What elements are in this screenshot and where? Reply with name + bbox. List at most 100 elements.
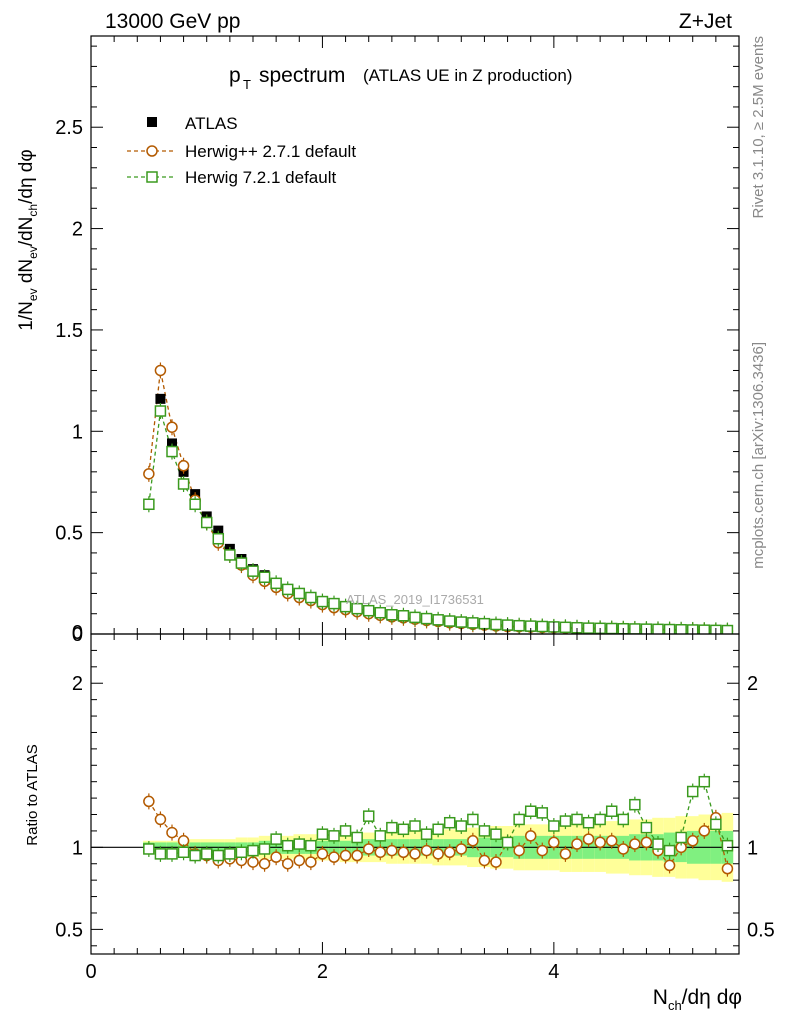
ratio-herwig7-point <box>467 813 479 826</box>
herwigpp-point <box>177 459 190 472</box>
y-tick-label-right: 2 <box>747 673 758 695</box>
herwig7-point <box>374 606 387 619</box>
herwig7-point <box>467 617 479 629</box>
herwig7-point <box>455 616 468 628</box>
legend-herwigpp: Herwig++ 2.7.1 default <box>127 142 356 161</box>
main-panel: 00.511.522.50 ATLAS_2019_I1736531 p T sp… <box>16 35 740 646</box>
main-ylabel: 1/Nev dNev/dNch/dη dφ <box>16 149 40 330</box>
herwig7-point <box>536 620 549 633</box>
ratio-herwig7-point <box>386 821 398 834</box>
ratio-herwigpp-point <box>281 857 294 870</box>
y-tick-label-right: 0.5 <box>747 919 775 941</box>
ratio-herwig7-point <box>316 828 329 840</box>
ratio-xlabel-text: Nch/dη dφ <box>653 986 742 1013</box>
rivet-label: Rivet 3.1.10, ≥ 2.5M events <box>750 36 767 219</box>
ratio-herwigpp-point <box>559 848 572 860</box>
ratio-herwig7-point <box>247 844 259 857</box>
ratio-plot-frame <box>90 633 740 955</box>
herwig7-point <box>420 612 433 625</box>
ratio-herwigpp-point <box>443 846 456 859</box>
legend-herwigpp-marker <box>146 145 158 157</box>
herwig7-point <box>328 597 340 610</box>
herwigpp-point <box>143 468 155 480</box>
ratio-herwigpp-point <box>478 854 491 867</box>
ratio-herwig7-point <box>362 810 375 822</box>
ratio-herwigpp-point <box>582 833 595 845</box>
ratio-herwig7-point <box>686 785 699 798</box>
y-tick-label-right: 1 <box>747 837 758 859</box>
ratio-herwigpp-point <box>339 849 352 862</box>
ratio-herwigpp-point <box>524 830 537 842</box>
ratio-herwig7-point <box>629 798 641 811</box>
ratio-herwig7-point <box>374 830 387 842</box>
ratio-herwigpp-point <box>594 836 606 849</box>
title-sub: T <box>243 77 251 92</box>
y-tick-label: 1 <box>72 421 83 443</box>
herwig7-point <box>189 498 201 511</box>
ratio-herwigpp-point <box>258 857 271 870</box>
atlas-point <box>213 525 224 536</box>
x-tick-label: 0 <box>85 961 96 983</box>
ratio-herwig7-point <box>270 833 282 845</box>
ratio-herwigpp-point <box>293 854 306 867</box>
ratio-herwig7-point <box>339 825 352 837</box>
y-tick-label-zero-overlap: 0 <box>72 622 83 644</box>
ratio-herwig7-point <box>293 838 306 850</box>
ratio-herwigpp-point <box>455 843 468 855</box>
ratio-herwigpp-point <box>721 862 734 875</box>
herwig7-point <box>629 623 641 634</box>
ratio-herwig7-point <box>432 823 444 836</box>
ratio-herwig7-point <box>675 831 687 844</box>
legend-herwigpp-label: Herwig++ 2.7.1 default <box>185 142 356 161</box>
herwig7-point <box>270 577 282 590</box>
ratio-herwigpp-point <box>571 838 583 850</box>
y-tick-label: 0.5 <box>55 523 83 545</box>
herwig7-point <box>224 549 236 561</box>
herwig7-point <box>177 478 190 490</box>
y-tick-label: 1.5 <box>55 320 83 342</box>
ratio-herwig7-point <box>640 821 653 834</box>
herwig7-point <box>675 623 687 634</box>
herwig7-point <box>386 608 398 621</box>
title-note: (ATLAS UE in Z production) <box>363 66 572 85</box>
y-tick-label: 2 <box>72 219 83 241</box>
ratio-herwigpp-point <box>467 835 479 847</box>
ratio-ylabel: Ratio to ATLAS <box>24 744 41 845</box>
ratio-herwigpp-point <box>513 844 525 857</box>
ratio-herwigpp-point <box>536 844 549 857</box>
herwig7-point <box>409 611 421 624</box>
ratio-herwigpp-point <box>362 843 375 855</box>
herwig7-point <box>362 604 375 617</box>
ratio-herwigpp-point <box>432 848 444 860</box>
herwig7-point <box>513 619 525 632</box>
ratio-herwig7-point <box>328 830 340 842</box>
herwig7-point <box>305 591 317 604</box>
herwig7-point <box>258 571 271 583</box>
ratio-herwigpp-point <box>548 836 560 849</box>
ratio-herwig7-point <box>478 825 491 837</box>
ratio-herwig7-point <box>200 848 213 860</box>
herwig7-point <box>432 614 444 626</box>
herwig7-point <box>478 617 491 630</box>
ratio-plot-data <box>91 773 739 882</box>
ratio-herwig7-point <box>652 838 664 850</box>
ratio-herwig7-point <box>571 813 583 826</box>
ratio-herwig7-point <box>559 815 572 827</box>
chart-title: p T spectrum (ATLAS UE in Z production) <box>229 64 572 92</box>
y-tick-label: 2 <box>72 673 83 695</box>
herwig7-point <box>582 622 595 634</box>
ratio-herwig7-point <box>605 805 618 817</box>
ratio-herwig7-point <box>513 813 525 826</box>
ratio-herwig7-point <box>721 839 734 852</box>
ratio-herwigpp-point <box>409 848 421 860</box>
ratio-herwigpp-point <box>386 844 398 857</box>
ratio-herwigpp-point <box>154 813 167 826</box>
ratio-herwigpp-point <box>420 844 433 857</box>
ratio-herwigpp-point <box>640 836 653 849</box>
ratio-herwig7-point <box>235 846 248 859</box>
herwigpp-point <box>154 364 167 377</box>
y-tick-label: 0 <box>72 624 83 646</box>
herwig7-point <box>721 624 734 634</box>
main-ylabel-text: 1/Nev dNev/dNch/dη dφ <box>16 149 40 330</box>
